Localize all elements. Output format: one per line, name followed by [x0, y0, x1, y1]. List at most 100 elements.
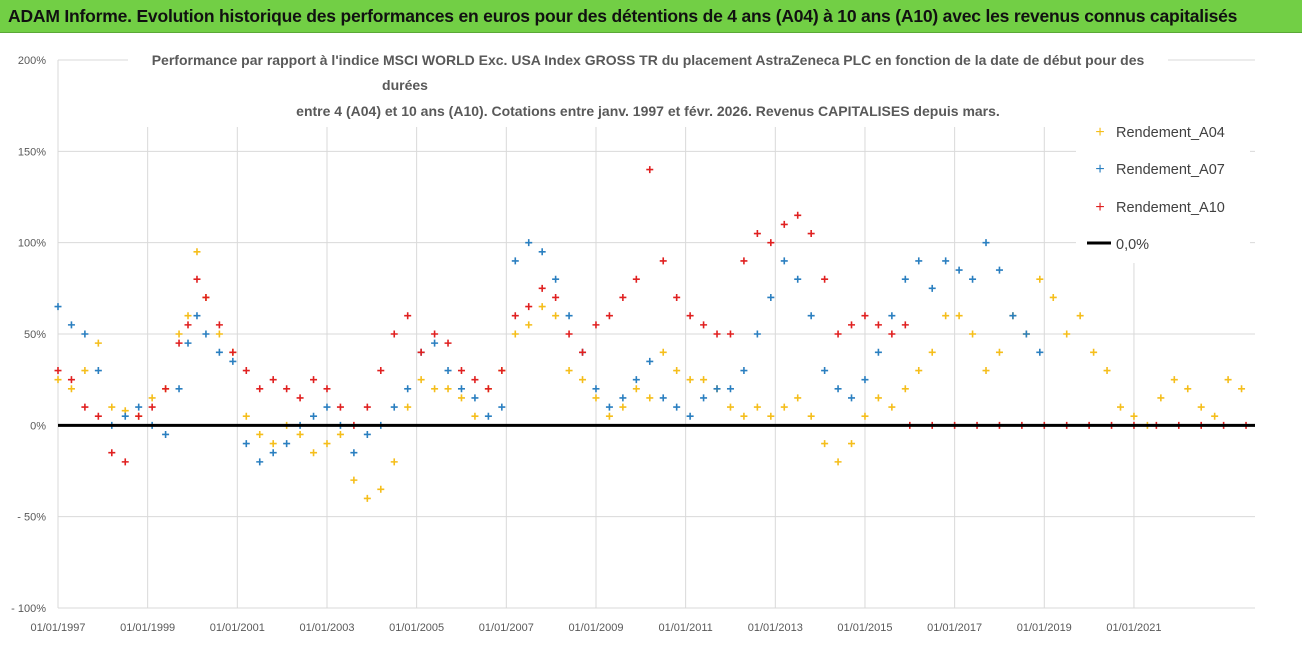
data-point: [686, 376, 694, 384]
data-point: [538, 303, 546, 311]
data-point: [162, 430, 170, 438]
legend-marker-a10: +: [1095, 199, 1104, 216]
data-point: [565, 330, 573, 338]
legend-label-zero-line: 0,0%: [1116, 237, 1149, 253]
data-point: [350, 449, 358, 457]
data-point: [753, 330, 761, 338]
data-point: [1103, 367, 1111, 375]
data-point: [632, 275, 640, 283]
data-point: [363, 430, 371, 438]
data-point: [592, 321, 600, 329]
data-point: [1090, 348, 1098, 356]
data-point: [256, 385, 264, 393]
data-point: [193, 248, 201, 256]
data-point: [821, 275, 829, 283]
data-point: [619, 403, 627, 411]
data-point: [982, 367, 990, 375]
data-point: [874, 348, 882, 356]
x-tick-label: 01/01/2005: [389, 622, 444, 634]
data-point: [1049, 293, 1057, 301]
data-point: [184, 321, 192, 329]
data-point: [283, 385, 291, 393]
data-point: [942, 257, 950, 265]
y-axis-ticks: 200% 150% 100% 50% 0% - 50% - 100%: [11, 55, 46, 615]
data-point: [995, 266, 1003, 274]
data-point: [121, 458, 129, 466]
data-point: [242, 367, 250, 375]
y-tick-label: 0%: [30, 420, 46, 432]
data-point: [673, 403, 681, 411]
data-point: [1076, 312, 1084, 320]
data-point: [471, 412, 479, 420]
data-point: [525, 239, 533, 247]
data-point: [874, 321, 882, 329]
data-point: [821, 440, 829, 448]
data-point: [888, 330, 896, 338]
y-tick-label: 200%: [18, 55, 46, 67]
x-tick-label: 01/01/2021: [1106, 622, 1161, 634]
data-point: [296, 430, 304, 438]
data-point: [417, 348, 425, 356]
data-point: [1022, 330, 1030, 338]
data-point: [834, 385, 842, 393]
data-point: [81, 403, 89, 411]
x-tick-label: 01/01/2015: [837, 622, 892, 634]
data-point: [901, 385, 909, 393]
data-point: [67, 376, 75, 384]
y-tick-label: 150%: [18, 146, 46, 158]
data-point: [740, 257, 748, 265]
data-point: [310, 449, 318, 457]
y-tick-label: - 100%: [11, 603, 46, 615]
data-point: [955, 266, 963, 274]
data-point: [848, 394, 856, 402]
data-point: [646, 166, 654, 174]
data-point: [807, 412, 815, 420]
data-point: [193, 275, 201, 283]
data-point: [229, 348, 237, 356]
data-point: [404, 403, 412, 411]
data-point: [659, 348, 667, 356]
data-point: [1117, 403, 1125, 411]
chart-points: [54, 166, 1250, 502]
data-point: [700, 394, 708, 402]
data-point: [94, 412, 102, 420]
data-point: [215, 348, 223, 356]
data-point: [175, 339, 183, 347]
data-point: [794, 394, 802, 402]
data-point: [821, 367, 829, 375]
data-point: [269, 440, 277, 448]
data-point: [969, 275, 977, 283]
title-background: [128, 45, 1168, 127]
data-point: [202, 293, 210, 301]
data-point: [108, 403, 116, 411]
data-point: [673, 367, 681, 375]
series-Rendement_A07: [54, 239, 1044, 466]
data-point: [350, 476, 358, 484]
data-point: [767, 412, 775, 420]
data-point: [619, 394, 627, 402]
data-point: [538, 284, 546, 292]
report-banner: ADAM Informe. Evolution historique des p…: [0, 0, 1302, 33]
data-point: [135, 403, 143, 411]
data-point: [457, 385, 465, 393]
x-tick-label: 01/01/1997: [30, 622, 85, 634]
data-point: [901, 321, 909, 329]
data-point: [848, 321, 856, 329]
data-point: [1036, 348, 1044, 356]
y-tick-label: - 50%: [17, 512, 46, 524]
data-point: [148, 403, 156, 411]
data-point: [135, 412, 143, 420]
data-point: [498, 403, 506, 411]
data-point: [874, 394, 882, 402]
data-point: [982, 239, 990, 247]
performance-chart: 200%150%100%50%0%- 50%- 100% 01/01/1997 0…: [0, 33, 1302, 647]
data-point: [215, 321, 223, 329]
data-point: [390, 403, 398, 411]
data-point: [794, 275, 802, 283]
data-point: [471, 394, 479, 402]
data-point: [686, 312, 694, 320]
data-point: [753, 230, 761, 238]
data-point: [296, 394, 304, 402]
chart-title-line-3: entre 4 (A04) et 10 ans (A10). Cotations…: [296, 103, 1000, 119]
data-point: [323, 440, 331, 448]
